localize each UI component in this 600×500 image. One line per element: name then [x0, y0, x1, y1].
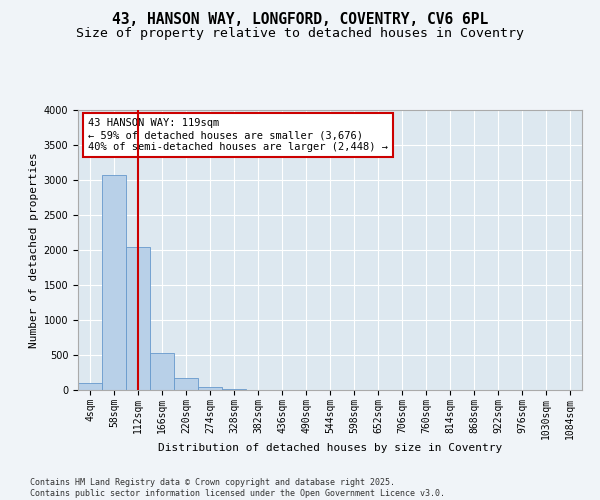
Text: 43, HANSON WAY, LONGFORD, COVENTRY, CV6 6PL: 43, HANSON WAY, LONGFORD, COVENTRY, CV6 … — [112, 12, 488, 28]
Y-axis label: Number of detached properties: Number of detached properties — [29, 152, 40, 348]
X-axis label: Distribution of detached houses by size in Coventry: Distribution of detached houses by size … — [158, 443, 502, 453]
Text: 43 HANSON WAY: 119sqm
← 59% of detached houses are smaller (3,676)
40% of semi-d: 43 HANSON WAY: 119sqm ← 59% of detached … — [88, 118, 388, 152]
Bar — [174, 378, 198, 390]
Bar — [78, 383, 102, 390]
Bar — [198, 386, 222, 390]
Text: Size of property relative to detached houses in Coventry: Size of property relative to detached ho… — [76, 28, 524, 40]
Text: Contains HM Land Registry data © Crown copyright and database right 2025.
Contai: Contains HM Land Registry data © Crown c… — [30, 478, 445, 498]
Bar — [150, 353, 174, 390]
Bar — [126, 246, 150, 390]
Bar — [102, 175, 126, 390]
